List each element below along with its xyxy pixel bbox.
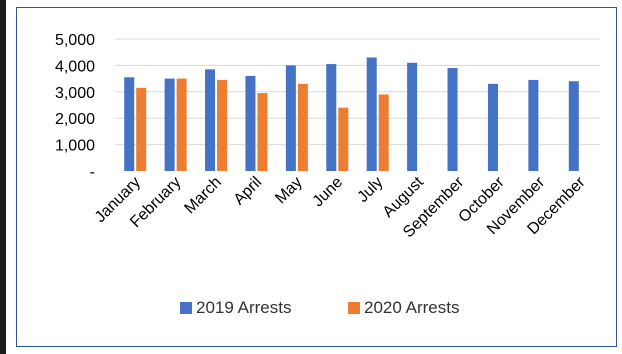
legend-swatch [348,302,360,314]
y-tick-label: 4,000 [55,58,95,75]
bar-2019-arrests [164,78,175,171]
legend-label: 2020 Arrests [364,298,459,317]
bar-2019-arrests [326,64,337,171]
y-axis-tick-labels: - 1,000 2,000 3,000 4,000 5,000 [55,32,95,181]
y-tick-label: 5,000 [55,32,95,49]
y-tick-label: 1,000 [55,138,95,155]
bar-2020-arrests [338,107,349,171]
chart-frame [16,7,617,347]
y-tick-label: 3,000 [55,85,95,102]
bar-2020-arrests [297,83,308,171]
legend-label: 2019 Arrests [196,298,291,317]
left-edge-bar [0,0,6,354]
legend: 2019 Arrests 2020 Arrests [180,298,459,317]
bar-2019-arrests [366,57,377,172]
x-category-label: May [272,174,305,207]
bar-2019-arrests [205,69,216,171]
bar-2020-arrests [217,79,228,171]
gridlines [115,38,600,146]
bar-2020-arrests [257,93,268,171]
bar-2020-arrests [136,87,147,171]
bar-2019-arrests [487,83,498,171]
bar-2019-arrests [124,77,135,171]
legend-swatch [180,302,192,314]
x-category-label: July [354,174,386,206]
bar-2019-arrests [528,79,539,171]
x-category-label: April [231,174,266,209]
bar-2020-arrests [378,94,389,171]
bar-2019-arrests [285,65,296,171]
bars [124,57,579,172]
x-category-label: March [181,174,224,217]
bar-2019-arrests [407,62,418,172]
x-category-label: June [310,174,347,211]
y-tick-label: - [90,164,95,181]
y-tick-label: 2,000 [55,111,95,128]
bar-2020-arrests [176,78,187,171]
bar-2019-arrests [568,81,579,171]
bar-2019-arrests [245,75,256,171]
bar-2019-arrests [447,68,458,171]
